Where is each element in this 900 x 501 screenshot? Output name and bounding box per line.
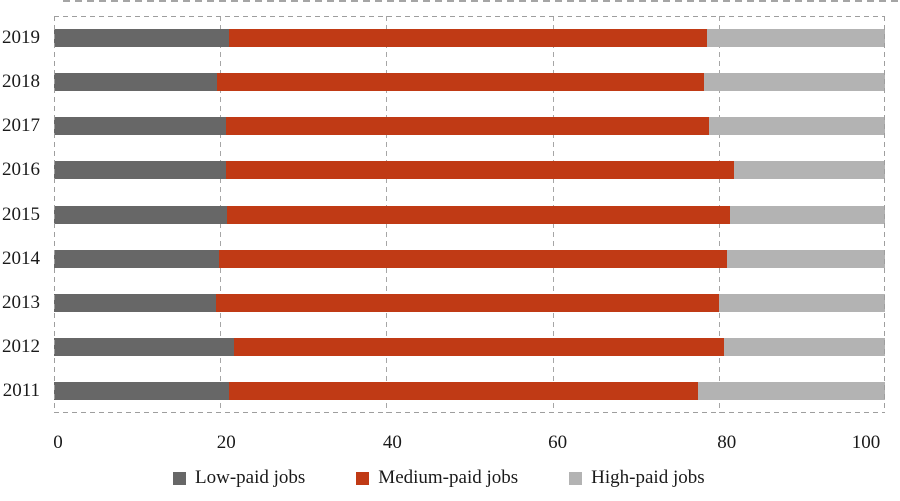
- x-axis-label-100: 100: [851, 432, 881, 453]
- y-axis-label-2019: 2019: [2, 27, 40, 49]
- cropped-dashed-line-top: [63, 0, 900, 2]
- bar-segment: [216, 73, 704, 92]
- legend-label: High-paid jobs: [591, 467, 705, 488]
- x-axis-label-60: 60: [548, 432, 568, 453]
- bar-segment: [698, 381, 885, 400]
- bar-segment: [216, 293, 719, 312]
- bar-segment: [727, 249, 885, 268]
- legend: Low-paid jobs Medium-paid jobs High-paid j…: [173, 467, 705, 489]
- bar-segment: [226, 205, 730, 224]
- bar-segment: [226, 117, 709, 136]
- bar-segment: [54, 293, 217, 312]
- x-axis-label-40: 40: [382, 432, 402, 453]
- legend-item: Low-paid jobs: [173, 467, 305, 489]
- bar-row-2013: [54, 293, 885, 312]
- plot-border-left: [54, 16, 55, 413]
- plot-area: [54, 16, 885, 413]
- bar-segment: [218, 249, 728, 268]
- y-axis-label-2015: 2015: [2, 203, 40, 225]
- bar-row-2012: [54, 337, 885, 356]
- bar-segment: [226, 161, 734, 180]
- bar-segment: [54, 117, 227, 136]
- bar-segment: [234, 337, 724, 356]
- y-axis-label-2017: 2017: [2, 115, 40, 137]
- bar-segment: [729, 205, 885, 224]
- bar-segment: [707, 29, 885, 48]
- bar-row-2015: [54, 205, 885, 224]
- legend-item: Medium-paid jobs: [356, 467, 518, 489]
- y-axis-label-2013: 2013: [2, 291, 40, 313]
- bar-segment: [229, 29, 708, 48]
- y-axis-label-2011: 2011: [2, 379, 40, 401]
- bar-segment: [54, 73, 217, 92]
- x-axis-label-0: 0: [53, 432, 63, 453]
- bar-segment: [723, 337, 885, 356]
- plot-border-top: [54, 16, 885, 17]
- bar-segment: [733, 161, 885, 180]
- y-axis-label-2018: 2018: [2, 71, 40, 93]
- legend-item: High-paid jobs: [569, 467, 705, 489]
- bar-segment: [54, 381, 230, 400]
- bar-row-2011: [54, 381, 885, 400]
- bar-segment: [54, 29, 230, 48]
- bar-row-2019: [54, 29, 885, 48]
- legend-swatch-icon: [356, 471, 370, 485]
- plot-border-bottom: [54, 412, 885, 413]
- bar-row-2016: [54, 161, 885, 180]
- legend-swatch-icon: [173, 471, 186, 485]
- bar-row-2017: [54, 117, 885, 136]
- y-axis-label-2014: 2014: [2, 247, 40, 269]
- bar-segment: [718, 293, 885, 312]
- plot-border-right: [884, 16, 885, 413]
- legend-label: Medium-paid jobs: [378, 467, 519, 488]
- bar-segment: [54, 161, 227, 180]
- bar-row-2018: [54, 73, 885, 92]
- bar-segment: [54, 337, 235, 356]
- bar-segment: [708, 117, 885, 136]
- bar-row-2014: [54, 249, 885, 268]
- bar-segment: [703, 73, 885, 92]
- bar-segment: [229, 381, 698, 400]
- bar-segment: [54, 249, 219, 268]
- bar-segment: [54, 205, 227, 224]
- legend-label: Low-paid jobs: [195, 467, 306, 488]
- legend-swatch-icon: [569, 471, 583, 485]
- y-axis-label-2012: 2012: [2, 335, 40, 357]
- x-axis-label-80: 80: [717, 432, 737, 453]
- y-axis-label-2016: 2016: [2, 159, 40, 181]
- x-axis-label-20: 20: [216, 432, 236, 453]
